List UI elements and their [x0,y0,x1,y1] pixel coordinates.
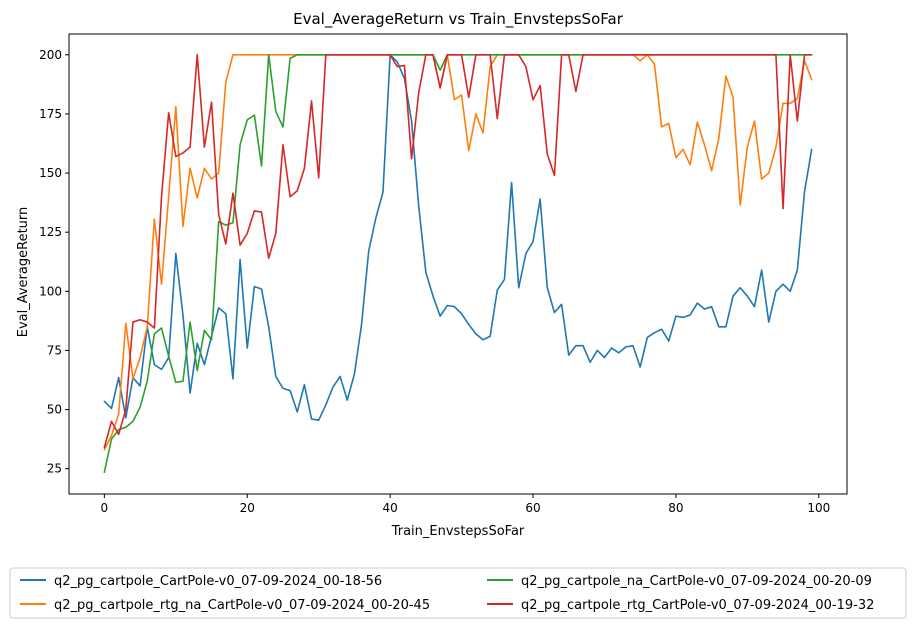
legend-entry: q2_pg_cartpole_rtg_CartPole-v0_07-09-202… [521,598,874,613]
legend-entry: q2_pg_cartpole_na_CartPole-v0_07-09-2024… [521,574,872,589]
legend-entry: q2_pg_cartpole_CartPole-v0_07-09-2024_00… [54,574,382,589]
series-line-4 [103,54,813,449]
series-line-3 [103,54,813,474]
y-tick-label: 75 [47,343,62,357]
y-tick-label: 100 [39,284,62,298]
y-tick-label: 175 [39,107,62,121]
y-tick-label: 200 [39,48,62,62]
y-tick-label: 125 [39,225,62,239]
y-tick-label: 50 [47,403,62,417]
x-axis-ticks: 0 20 40 60 80 100 [101,494,830,515]
legend-entry: q2_pg_cartpole_rtg_na_CartPole-v0_07-09-… [54,598,430,613]
y-tick-label: 150 [39,166,62,180]
series-line-1 [103,54,813,422]
plot-lines [103,54,813,474]
legend-frame [9,567,907,619]
x-tick-label: 60 [525,501,540,515]
x-tick-label: 0 [101,501,109,515]
y-axis-label: Eval_AverageReturn [16,207,31,338]
x-tick-label: 20 [240,501,255,515]
x-tick-label: 40 [382,501,397,515]
legend: q2_pg_cartpole_CartPole-v0_07-09-2024_00… [9,567,907,619]
series-line-2 [103,54,813,451]
y-axis-ticks: 25 50 75 100 125 150 175 200 [39,48,69,476]
chart-title: Eval_AverageReturn vs Train_EnvstepsSoFa… [293,10,624,29]
x-axis-label: Train_EnvstepsSoFar [391,524,525,539]
plot-frame [68,33,848,495]
x-tick-label: 100 [807,501,830,515]
y-tick-label: 25 [47,462,62,476]
x-tick-label: 80 [668,501,683,515]
